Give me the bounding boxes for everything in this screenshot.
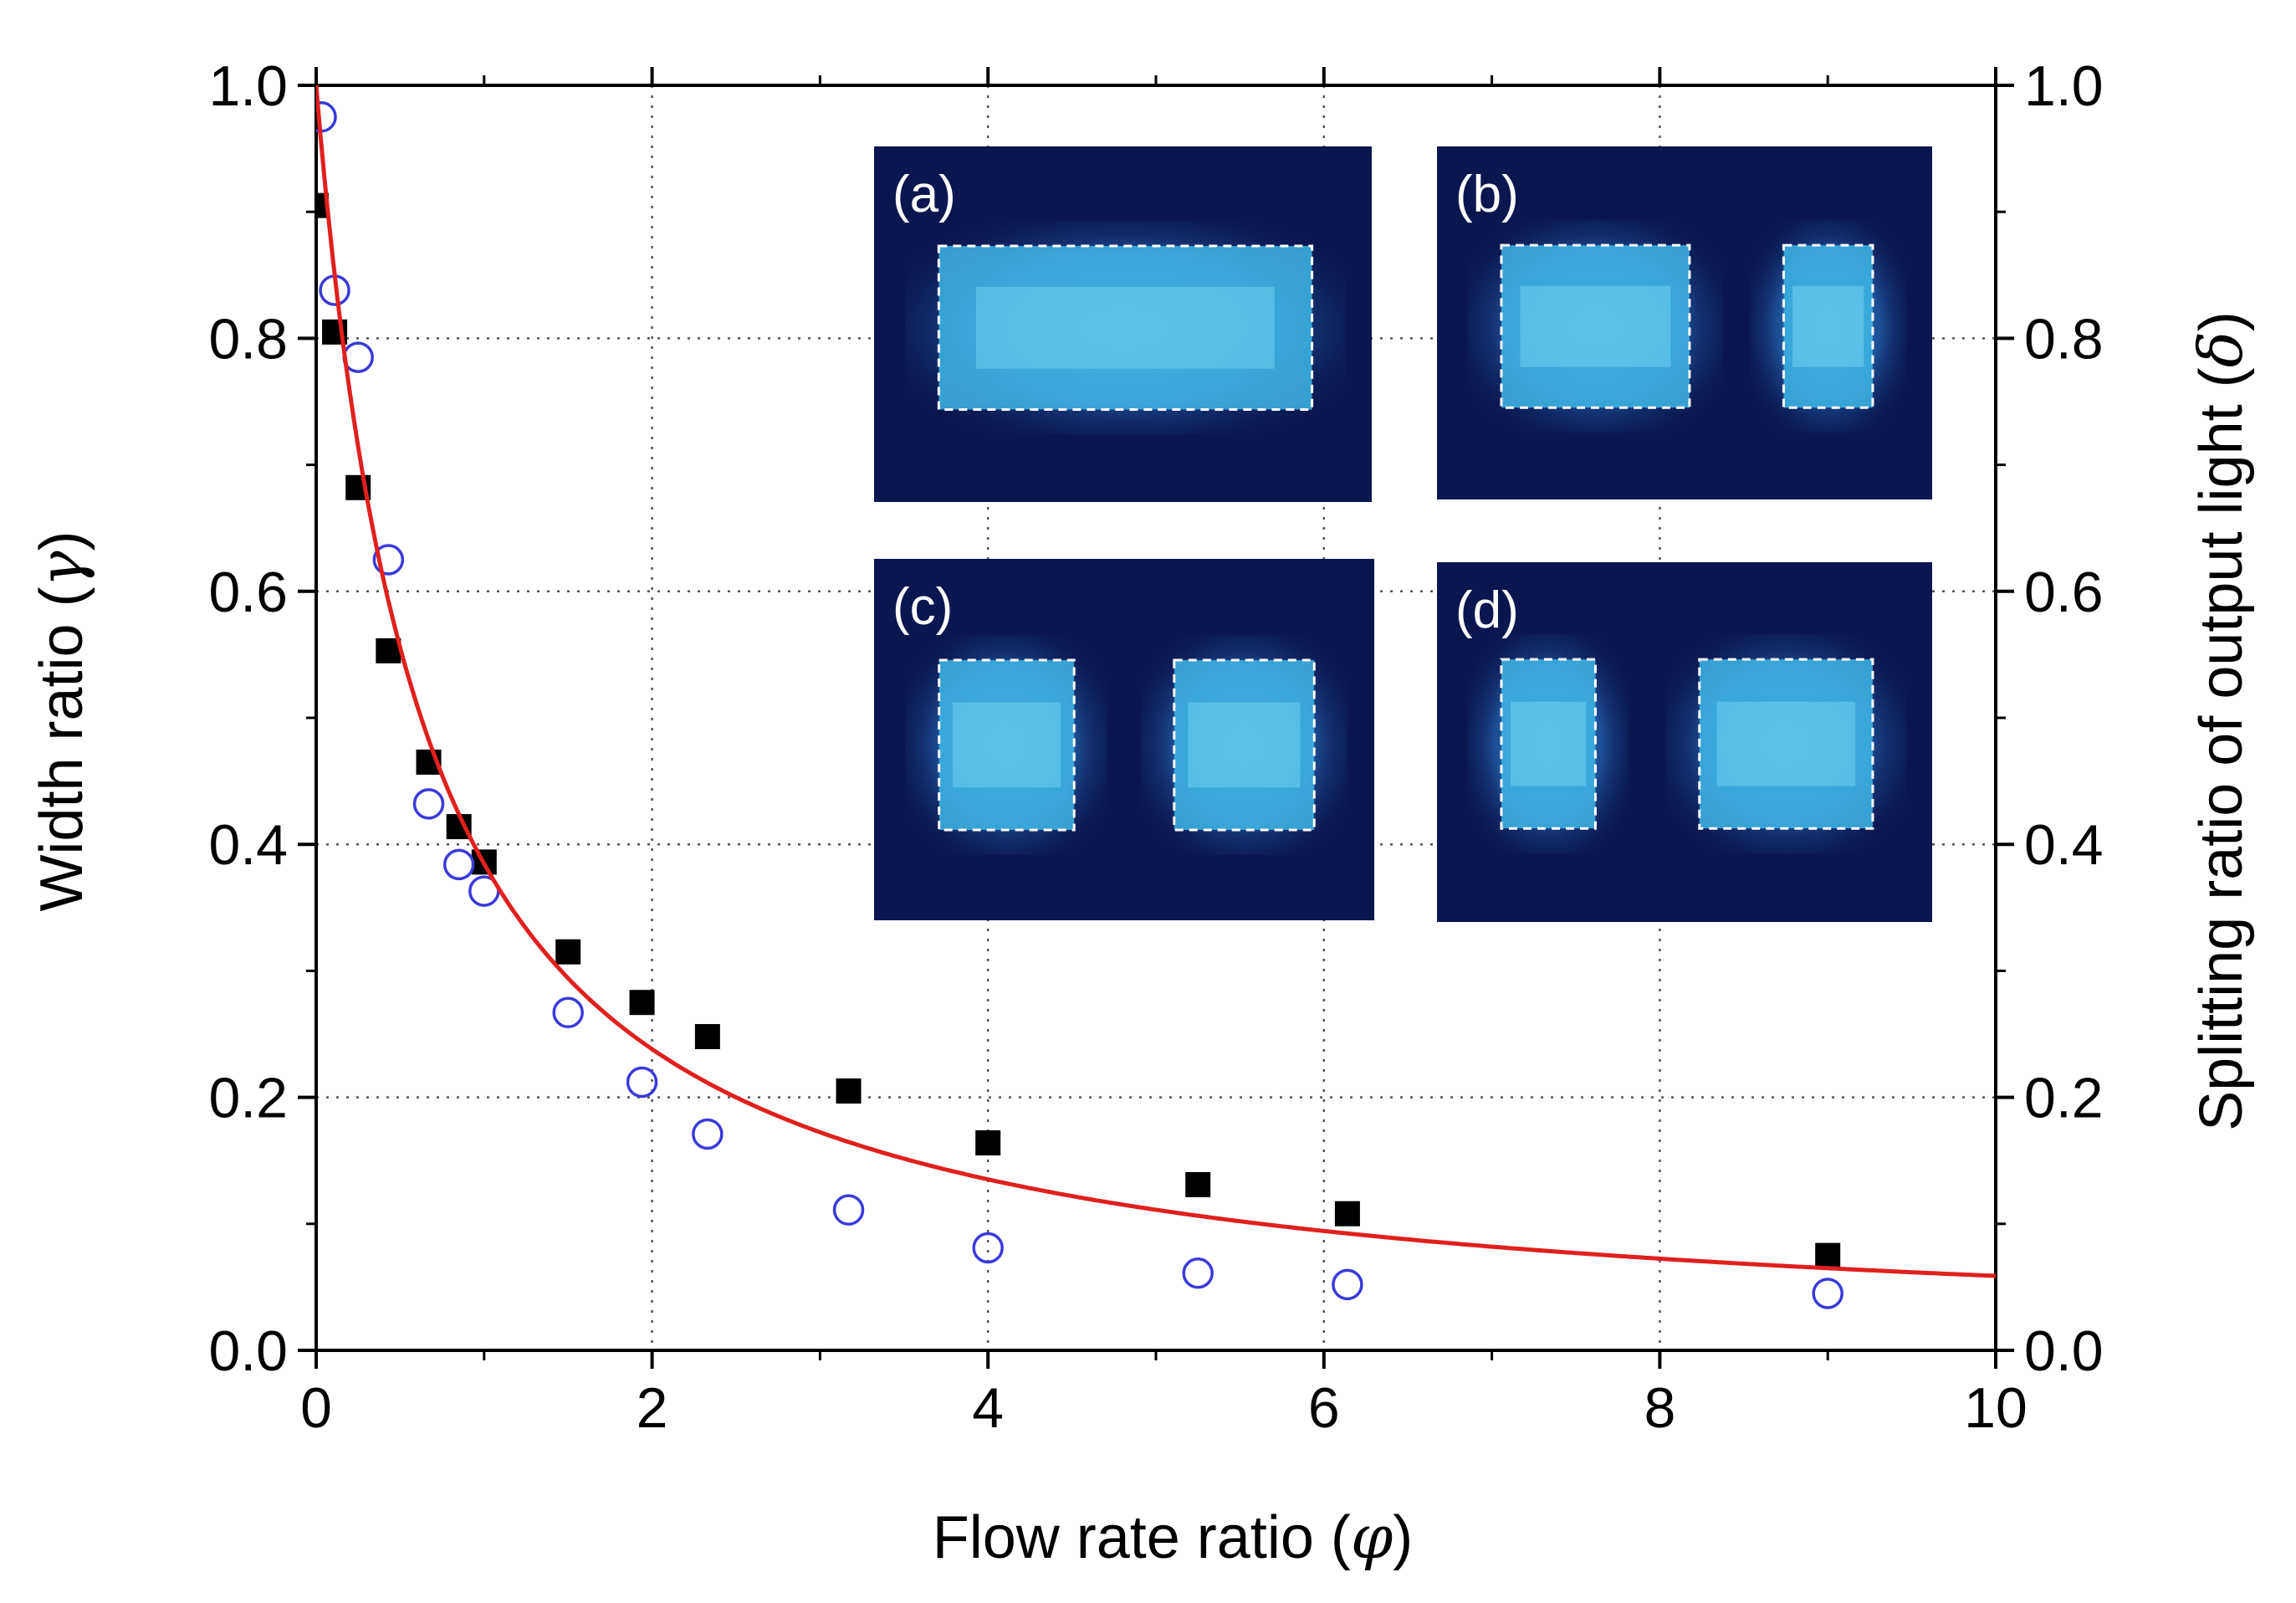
inset-light-core	[1792, 285, 1864, 367]
splitting-ratio-point	[1812, 1278, 1843, 1309]
inset-dashed-box	[937, 244, 1314, 411]
splitting-ratio-point	[692, 1118, 724, 1150]
inset-light-region	[1174, 659, 1315, 830]
width-ratio-point	[629, 990, 655, 1016]
inset-light-region	[1783, 245, 1873, 408]
inset-label: (a)	[892, 166, 956, 223]
width-ratio-point	[555, 939, 581, 965]
fit-curve	[316, 85, 1996, 1278]
y-axis-title-right: Splitting ratio of output light (δ)	[2186, 311, 2256, 1131]
y-tick-label-left: 0.8	[208, 307, 288, 371]
inset-light-core	[1511, 701, 1587, 786]
x-axis-title: Flow rate ratio (φ)	[933, 1502, 1414, 1572]
inset-panel-b: (b)	[1437, 146, 1932, 499]
splitting-ratio-point	[442, 848, 475, 881]
inset-dashed-box	[1782, 243, 1874, 409]
splitting-ratio-point	[1182, 1257, 1214, 1289]
inset-light-region	[938, 659, 1075, 830]
inset-dashed-box	[1500, 243, 1691, 409]
y-tick-label-right: 0.4	[2024, 813, 2104, 877]
width-ratio-point	[694, 1024, 720, 1050]
y-tick-label-left: 0.2	[208, 1067, 288, 1130]
x-tick-label: 8	[1644, 1376, 1675, 1440]
y-tick-label-right: 0.2	[2024, 1067, 2104, 1130]
inset-panel-d: (d)	[1437, 562, 1932, 922]
inset-light-core	[1716, 701, 1856, 786]
inset-dashed-box	[1698, 658, 1874, 830]
y-tick-label-left: 0.6	[208, 561, 288, 624]
inset-light-region	[938, 246, 1312, 410]
inset-label: (c)	[892, 578, 953, 636]
data-series	[316, 85, 1996, 1309]
y-tick-label-left: 1.0	[208, 54, 288, 118]
splitting-ratio-point	[412, 788, 445, 820]
y-tick-label-right: 0.8	[2024, 307, 2104, 371]
inset-label: (d)	[1455, 581, 1519, 639]
x-tick-label: 4	[972, 1376, 1004, 1440]
splitting-ratio-point	[552, 996, 584, 1029]
inset-dashed-box	[1500, 658, 1597, 830]
width-ratio-point	[1334, 1201, 1360, 1227]
x-tick-label: 0	[300, 1376, 332, 1440]
inset-light-region	[1501, 245, 1690, 408]
inset-light-core	[1520, 285, 1671, 367]
x-tick-label: 2	[637, 1376, 668, 1440]
inset-light-core	[1188, 702, 1301, 788]
y-tick-label-right: 0.6	[2024, 561, 2104, 624]
inset-light-region	[1699, 659, 1873, 829]
splitting-ratio-point	[372, 544, 405, 576]
splitting-ratio-point	[972, 1232, 1004, 1264]
axis-ticks: 0 2 4 6 8 100.0 0.00.2 0.20.4 0.40.6 0.60.8 0.81.0…	[208, 54, 2103, 1440]
splitting-ratio-point	[626, 1066, 658, 1099]
splitting-ratio-point	[1332, 1268, 1363, 1301]
width-ratio-point	[975, 1130, 1001, 1156]
inset-label: (b)	[1455, 166, 1519, 223]
inset-images: (a) (b) (c) (d)	[874, 146, 1932, 922]
inset-light-region	[1501, 659, 1596, 829]
y-tick-label-left: 0.4	[208, 813, 288, 877]
y-tick-label-right: 1.0	[2024, 54, 2104, 118]
width-ratio-point	[1185, 1171, 1211, 1197]
inset-panel-c: (c)	[874, 559, 1374, 920]
x-tick-label: 6	[1308, 1376, 1340, 1440]
inset-panel-a: (a)	[874, 146, 1372, 502]
y-tick-label-left: 0.0	[208, 1319, 288, 1383]
splitting-ratio-point	[832, 1194, 865, 1226]
y-tick-label-right: 0.0	[2024, 1319, 2104, 1383]
x-tick-label: 10	[1964, 1376, 2028, 1440]
width-ratio-point	[1815, 1242, 1841, 1268]
inset-light-core	[975, 286, 1275, 369]
inset-dashed-box	[938, 658, 1076, 832]
y-axis-title-left: Width ratio (γ)	[26, 530, 96, 911]
width-ratio-point	[836, 1078, 862, 1104]
inset-light-core	[952, 702, 1061, 788]
